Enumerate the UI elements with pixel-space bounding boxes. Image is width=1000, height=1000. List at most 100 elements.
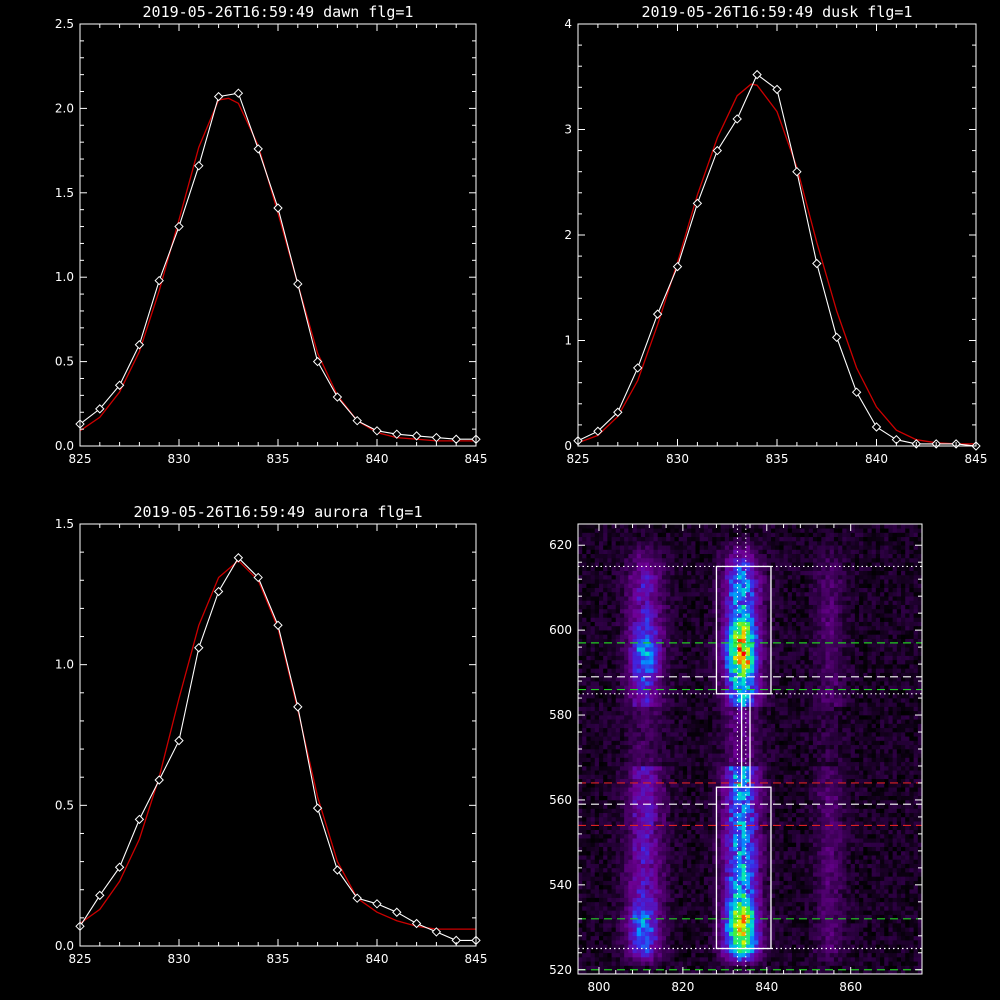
data-point [372, 899, 382, 909]
y-tick-label: 1 [564, 334, 572, 348]
data-point [732, 114, 742, 124]
data-point [411, 431, 422, 441]
data-point [613, 407, 623, 417]
data-point [273, 620, 283, 630]
data-point [431, 927, 442, 937]
data-point [831, 332, 842, 343]
plot-frame [79, 523, 477, 947]
data-point [134, 814, 145, 825]
x-tick-label: 830 [168, 952, 191, 966]
data-point [752, 69, 762, 80]
data-point [332, 392, 343, 402]
y-tick-label: 2.5 [55, 17, 74, 31]
data-point [273, 203, 283, 213]
y-tick-label: 0.0 [55, 939, 74, 953]
data-point [293, 702, 303, 712]
data-point [233, 553, 244, 563]
x-tick-label: 845 [965, 452, 988, 466]
x-tick-label: 840 [865, 452, 888, 466]
data-point [114, 380, 125, 390]
data-point [692, 198, 703, 209]
data-point [194, 643, 204, 653]
connector-box [740, 693, 751, 788]
y-tick-label: 4 [564, 17, 572, 31]
x-tick-label: 825 [69, 452, 92, 466]
x-tick-label: 825 [567, 452, 590, 466]
x-tick-label: 840 [366, 952, 389, 966]
data-point [95, 404, 105, 414]
measured-curve [577, 73, 977, 447]
plot-frame [79, 23, 477, 447]
measured-curve [79, 556, 476, 941]
x-tick-label: 835 [267, 952, 290, 966]
plot-title: 2019-05-26T16:59:49 aurora flg=1 [134, 503, 423, 521]
plot-title: 2019-05-26T16:59:49 dawn flg=1 [143, 3, 414, 21]
x-tick-label: 830 [666, 452, 689, 466]
data-point [114, 862, 125, 872]
data-point [772, 84, 782, 95]
data-point [253, 144, 263, 154]
data-point [411, 918, 422, 929]
data-point [174, 735, 184, 746]
spectral-image-heatmap: 800 820 840 860 520 540 560 580 600 620 [549, 523, 923, 994]
x-tick-label: 845 [465, 952, 488, 966]
data-point [174, 221, 184, 232]
y-tick-label: 520 [549, 963, 572, 977]
x-tick-label: 800 [588, 980, 611, 994]
y-tick-label: 1.5 [55, 517, 74, 531]
fit-curve [79, 559, 476, 930]
y-tick-label: 0.0 [55, 439, 74, 453]
data-point [154, 775, 164, 785]
data-point [253, 572, 263, 583]
y-tick-label: 1.0 [55, 270, 74, 284]
x-tick-label: 840 [366, 452, 389, 466]
y-tick-label: 0.5 [55, 355, 74, 369]
x-tick-label: 820 [671, 980, 694, 994]
data-point [372, 426, 382, 436]
x-tick-label: 835 [267, 452, 290, 466]
data-point [213, 91, 224, 102]
data-point [352, 893, 362, 903]
data-point [194, 161, 204, 171]
y-tick-label: 600 [549, 623, 572, 637]
data-point [812, 258, 822, 269]
data-point [392, 907, 402, 917]
fit-curve [79, 97, 476, 442]
x-tick-label: 845 [465, 452, 488, 466]
y-tick-label: 1.0 [55, 658, 74, 672]
fit-curve [577, 83, 976, 445]
data-point [312, 803, 323, 813]
data-point [134, 340, 145, 350]
x-tick-label: 860 [839, 980, 862, 994]
data-point [632, 363, 643, 373]
data-point [352, 415, 362, 426]
dawn-spectrum-plot: 825 830 835 840 845 0.0 0.5 1.0 1.5 2.0 2.5 2019-05… [55, 3, 488, 466]
x-tick-label: 835 [766, 452, 789, 466]
data-point [312, 356, 323, 367]
data-point [672, 261, 683, 272]
x-tick-label: 840 [755, 980, 778, 994]
data-point [851, 387, 862, 397]
x-tick-label: 825 [69, 952, 92, 966]
x-tick-label: 830 [168, 452, 191, 466]
data-point [154, 275, 164, 286]
data-point [431, 432, 442, 443]
y-tick-label: 580 [549, 708, 572, 722]
y-tick-label: 620 [549, 538, 572, 552]
data-point [593, 426, 603, 436]
data-point [233, 88, 244, 98]
data-point [652, 309, 663, 319]
data-point [95, 890, 105, 901]
y-tick-label: 2 [564, 228, 572, 242]
data-point [332, 865, 343, 875]
aurora-spectrum-plot: 825 830 835 840 845 0.0 0.5 1.0 1.5 2019-05-26T16… [55, 503, 488, 966]
data-point [293, 279, 303, 289]
plot-title: 2019-05-26T16:59:49 dusk flg=1 [642, 3, 913, 21]
data-point [712, 145, 723, 156]
y-tick-label: 540 [549, 878, 572, 892]
y-tick-label: 1.5 [55, 186, 74, 200]
measured-curve [79, 92, 476, 440]
y-tick-label: 3 [564, 123, 572, 137]
data-point [871, 422, 882, 432]
